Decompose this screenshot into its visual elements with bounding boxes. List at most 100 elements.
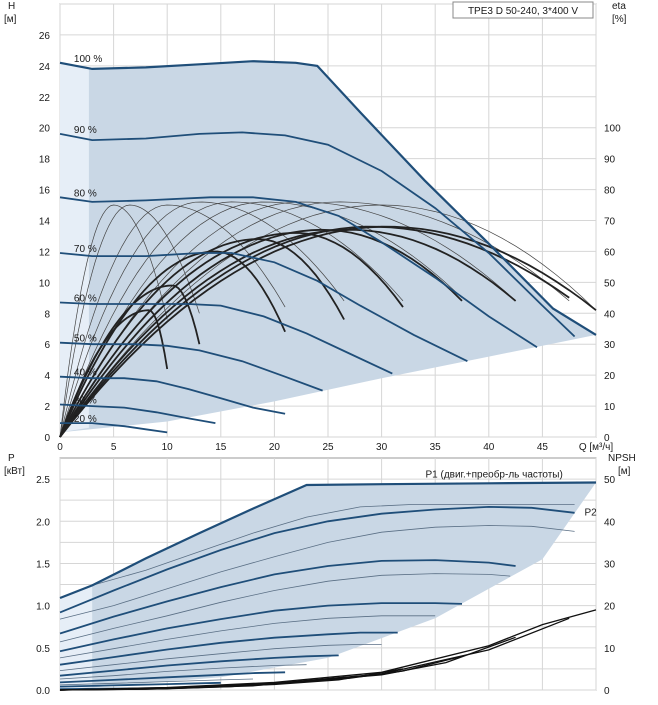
y2-tick-label: 50 [604, 278, 616, 289]
y-tick-label: 0.0 [36, 686, 50, 697]
speed-label: 30 % [74, 396, 97, 407]
efficiency-curve-thin [59, 204, 200, 438]
speed-label: 20 % [74, 414, 97, 425]
head-curve [59, 196, 538, 349]
speed-label: 90 % [74, 125, 97, 136]
operating-region-bottom [60, 482, 596, 690]
speed-label: 40 % [74, 368, 97, 379]
y2-tick-label: 20 [604, 602, 616, 613]
power-curve [59, 481, 597, 600]
efficiency-curve [59, 228, 517, 438]
x-tick-label: 35 [430, 442, 442, 453]
head-curve [59, 252, 468, 363]
y-tick-label: 22 [39, 93, 51, 104]
efficiency-curve-thin [59, 201, 463, 438]
y-tick-label: 0.5 [36, 644, 50, 655]
y2-tick-label: 0 [604, 433, 610, 444]
power-curves-thin [59, 504, 575, 686]
y2-tick-label: 40 [604, 309, 616, 320]
x-tick-label: 15 [215, 442, 227, 453]
y-tick-label: 2 [44, 402, 50, 413]
y2-axis-unit: [%] [612, 14, 627, 25]
y-tick-label: 18 [39, 155, 51, 166]
y-tick-label: 8 [44, 309, 50, 320]
speed-label: 50 % [74, 334, 97, 345]
power-curve-thin [59, 678, 254, 686]
y-tick-label: 6 [44, 340, 50, 351]
x-tick-label: 45 [537, 442, 549, 453]
y2-tick-label: 70 [604, 217, 616, 228]
y-axis-label: H [8, 1, 15, 12]
head-curve [59, 131, 576, 338]
power-curves: P1 (двиг.+преобр-ль частоты) P2 [59, 468, 598, 691]
y-axis-unit: [м] [4, 14, 17, 25]
power-curve [59, 631, 398, 666]
speed-label: 100 % [74, 54, 102, 65]
head-curve [59, 341, 323, 392]
head-curve [59, 301, 393, 375]
y-axis-unit: [кВт] [4, 466, 25, 477]
power-curve [59, 602, 463, 653]
power-curve-thin [92, 504, 575, 586]
power-curve-thin [59, 525, 575, 620]
y2-tick-label: 80 [604, 186, 616, 197]
y-tick-label: 4 [44, 371, 50, 382]
y2-tick-label: 10 [604, 402, 616, 413]
y-tick-label: 14 [39, 217, 51, 228]
x-axis-label: Q [м³/ч] [579, 442, 614, 453]
head-curve [59, 403, 216, 424]
x-tick-label: 25 [322, 442, 334, 453]
head-curve [59, 60, 597, 336]
title-box-frame [452, 1, 594, 19]
x-tick-label: 10 [162, 442, 174, 453]
p2-label: P2 [585, 507, 598, 518]
efficiency-curve-thin [59, 201, 404, 438]
y2-tick-label: 50 [604, 475, 616, 486]
p1-label: P1 (двиг.+преобр-ль частоты) [425, 468, 562, 480]
npsh-curve [59, 687, 168, 691]
x-tick-label: 40 [483, 442, 495, 453]
y-tick-label: 26 [39, 31, 51, 42]
npsh-curves [59, 609, 597, 691]
y2-tick-label: 90 [604, 155, 616, 166]
speed-label: 70 % [74, 244, 97, 255]
y2-axis-unit: [м] [618, 466, 631, 477]
axes-top: 0 5 10 15 20 25 30 35 40 45 Q [м³/ч]02468101214161… [4, 1, 627, 453]
y-tick-label: 2.5 [36, 475, 50, 486]
efficiency-curve [59, 231, 404, 438]
efficiency-curve [59, 238, 345, 438]
y2-axis-label: eta [612, 1, 626, 12]
y2-tick-label: 0 [604, 686, 610, 697]
efficiency-curve [59, 225, 597, 438]
head-curve [59, 375, 286, 415]
y2-tick-label: 30 [604, 559, 616, 570]
y2-tick-label: 100 [604, 124, 621, 135]
y-tick-label: 20 [39, 124, 51, 135]
efficiency-curve [59, 250, 286, 438]
power-npsh-chart: P1 (двиг.+преобр-ль частоты) P2 0.0 0.5 1.0 1… [4, 453, 636, 697]
y-tick-label: 16 [39, 186, 51, 197]
min-flow-region-top [60, 62, 89, 433]
y2-tick-label: 10 [604, 644, 616, 655]
power-curve [59, 654, 339, 677]
y-tick-label: 24 [39, 62, 51, 73]
y2-tick-label: 30 [604, 340, 616, 351]
x-tick-label: 0 [57, 442, 63, 453]
y2-tick-label: 60 [604, 247, 616, 258]
operating-region-top [60, 61, 596, 433]
x-tick-label: 20 [269, 442, 281, 453]
y-tick-label: 1.5 [36, 559, 50, 570]
chart-title-box: TPE3 D 50-240, 3*400 V [452, 1, 594, 19]
speed-label: 60 % [74, 293, 97, 304]
y-tick-label: 0 [44, 433, 50, 444]
power-curve-thin [59, 573, 511, 643]
y-tick-label: 1.0 [36, 602, 50, 613]
power-curve [59, 681, 221, 688]
speed-label: 80 % [74, 188, 97, 199]
y-axis-label: P [8, 453, 15, 464]
y-tick-label: 12 [39, 247, 51, 258]
power-curve [59, 671, 286, 684]
y2-tick-label: 40 [604, 517, 616, 528]
power-curve-thin [59, 664, 307, 680]
